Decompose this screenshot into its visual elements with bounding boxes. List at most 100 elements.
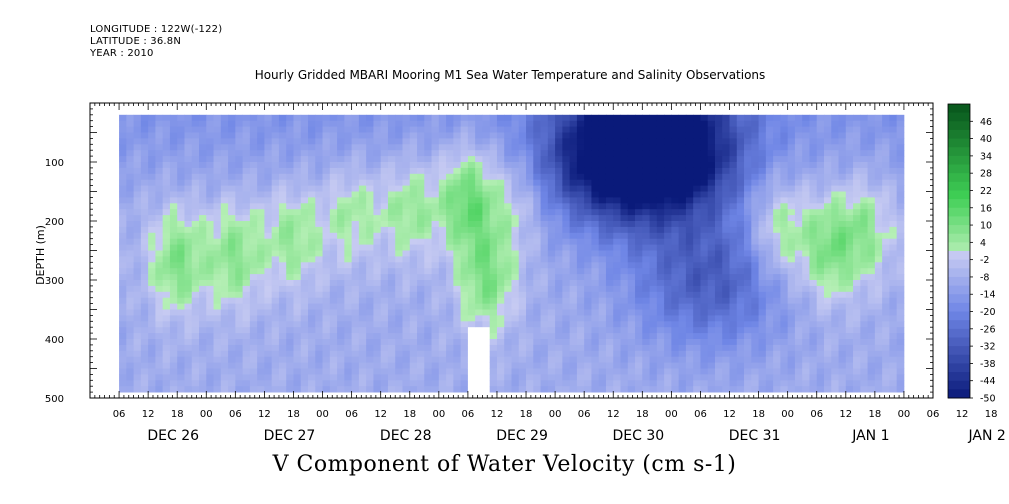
heat-cell: [184, 315, 193, 322]
heat-cell: [569, 256, 578, 263]
heat-cell: [511, 386, 520, 393]
heat-cell: [860, 162, 868, 169]
heat-cell: [140, 339, 149, 346]
heat-cell: [773, 339, 781, 346]
heat-cell: [838, 215, 847, 222]
heat-cell: [584, 138, 592, 145]
heat-cell: [794, 232, 803, 240]
heat-cell: [773, 244, 781, 251]
heat-cell: [714, 238, 723, 245]
heat-cell: [235, 280, 244, 287]
heat-cell: [489, 280, 498, 287]
heat-cell: [249, 226, 258, 234]
heat-cell: [664, 221, 672, 228]
heat-cell: [300, 333, 309, 340]
heat-cell: [489, 327, 498, 334]
heat-cell: [845, 386, 854, 393]
heat-cell: [591, 297, 600, 304]
heat-cell: [417, 268, 425, 275]
heat-cell: [758, 209, 767, 216]
heat-cell: [286, 226, 294, 234]
heat-cell: [446, 356, 454, 363]
heat-cell: [155, 303, 164, 310]
heat-cell: [126, 256, 135, 263]
heat-cell: [787, 114, 796, 122]
heat-cell: [278, 386, 287, 393]
heat-cell: [569, 126, 578, 133]
heat-cell: [809, 362, 818, 369]
heat-cell: [489, 144, 498, 151]
heat-cell: [853, 285, 861, 293]
heat-cell: [780, 244, 789, 251]
heat-cell: [707, 144, 716, 151]
heat-cell: [671, 215, 680, 222]
heat-cell: [169, 268, 178, 275]
heat-cell: [831, 262, 839, 269]
heat-cell: [809, 221, 818, 228]
heat-cell: [656, 209, 665, 216]
heat-cell: [576, 339, 585, 346]
heat-cell: [518, 297, 527, 304]
heat-cell: [751, 256, 759, 263]
heat-cell: [344, 327, 353, 334]
heat-cell: [809, 209, 818, 216]
heat-cell: [642, 262, 650, 269]
heat-cell: [257, 327, 265, 334]
heat-cell: [751, 285, 759, 293]
heat-cell: [620, 179, 629, 186]
heat-cell: [169, 132, 178, 139]
heat-cell: [475, 114, 483, 122]
heat-cell: [744, 167, 752, 175]
heat-cell: [228, 321, 236, 328]
heat-cell: [765, 339, 774, 346]
heat-cell: [286, 315, 294, 322]
heat-cell: [845, 315, 854, 322]
heat-cell: [286, 150, 294, 157]
heat-cell: [635, 386, 643, 393]
heat-cell: [155, 321, 164, 328]
heat-cell: [184, 132, 193, 139]
heat-cell: [816, 362, 825, 369]
heat-cell: [133, 221, 142, 228]
heat-cell: [213, 215, 222, 222]
heat-cell: [387, 221, 396, 228]
heat-cell: [685, 132, 694, 139]
heat-cell: [773, 197, 781, 204]
heat-cell: [300, 374, 309, 381]
heat-cell: [613, 126, 621, 133]
heat-cell: [693, 256, 701, 263]
heat-cell: [613, 203, 621, 210]
heat-cell: [308, 221, 316, 228]
heat-cell: [206, 126, 214, 133]
heat-cell: [889, 120, 898, 127]
heat-cell: [199, 309, 207, 316]
heat-cell: [787, 185, 796, 192]
heat-cell: [598, 285, 607, 293]
heat-cell: [635, 315, 643, 322]
heat-cell: [271, 179, 280, 186]
heat-cell: [373, 309, 382, 316]
heat-cell: [235, 309, 244, 316]
heat-cell: [533, 274, 541, 281]
heat-cell: [511, 138, 520, 145]
heat-cell: [656, 256, 665, 263]
heat-cell: [119, 191, 127, 198]
heat-cell: [540, 232, 549, 240]
heat-cell: [584, 156, 592, 163]
heat-cell: [860, 221, 868, 228]
heat-cell: [860, 209, 868, 216]
heat-cell: [366, 327, 374, 334]
heat-cell: [838, 179, 847, 186]
heat-cell: [177, 274, 185, 281]
heat-cell: [496, 150, 505, 157]
heat-cell: [613, 250, 621, 257]
heat-cell: [504, 386, 512, 393]
heat-cell: [155, 291, 164, 299]
heat-cell: [344, 126, 353, 133]
heat-cell: [504, 173, 512, 181]
heat-cell: [438, 285, 447, 293]
heat-cell: [482, 256, 491, 263]
heat-cell: [264, 238, 273, 245]
heat-cell: [518, 274, 527, 281]
heat-cell: [794, 368, 803, 375]
